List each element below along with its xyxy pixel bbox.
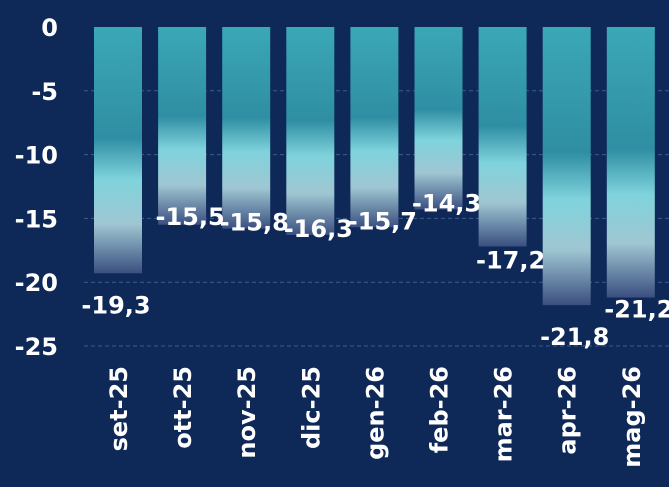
bar-dic-25 — [286, 27, 335, 235]
data-label: -15,5 — [156, 203, 225, 231]
data-label: -15,8 — [220, 209, 289, 237]
bar-gen-26 — [350, 27, 399, 228]
bar-mar-26 — [478, 27, 527, 247]
bar-mag-26 — [606, 27, 655, 298]
bar-apr-26 — [542, 27, 591, 306]
data-label: -21,2 — [604, 296, 669, 324]
data-labels: -19,3 -15,5-15,8-16,3-15,7-14,3 -17,2 -21,8… — [81, 189, 669, 351]
bar-ott-25 — [158, 27, 207, 225]
y-tick-label: -25 — [15, 333, 58, 361]
x-axis: set-25 ott-25 nov-25 dic-25 gen-26 feb-26 mar-… — [105, 366, 646, 468]
category-label: mar-26 — [490, 366, 518, 462]
y-tick-label: -20 — [15, 269, 58, 297]
data-label: -16,3 — [284, 215, 353, 243]
data-label: -19,3 — [81, 291, 150, 319]
y-tick-label: -5 — [31, 78, 58, 106]
data-label: -21,8 — [540, 323, 609, 351]
bar-set-25 — [94, 27, 142, 274]
category-label: mag-26 — [618, 366, 646, 468]
bar-nov-25 — [222, 27, 271, 229]
data-label: -17,2 — [476, 246, 545, 274]
category-label: apr-26 — [554, 366, 582, 455]
bar-feb-26 — [414, 27, 463, 210]
bars — [94, 27, 655, 306]
category-label: set-25 — [105, 366, 133, 451]
category-label: feb-26 — [426, 366, 454, 453]
data-label: -15,7 — [348, 207, 417, 235]
category-label: nov-25 — [233, 366, 261, 459]
category-label: dic-25 — [297, 366, 325, 449]
y-axis: 0 -5 -10 -15 -20 -25 — [15, 14, 58, 361]
category-label: ott-25 — [169, 366, 197, 449]
y-tick-label: -15 — [15, 205, 58, 233]
category-label: gen-26 — [361, 366, 389, 460]
data-label: -14,3 — [412, 189, 481, 217]
y-tick-label: -10 — [15, 142, 58, 170]
y-tick-label: 0 — [41, 14, 58, 42]
